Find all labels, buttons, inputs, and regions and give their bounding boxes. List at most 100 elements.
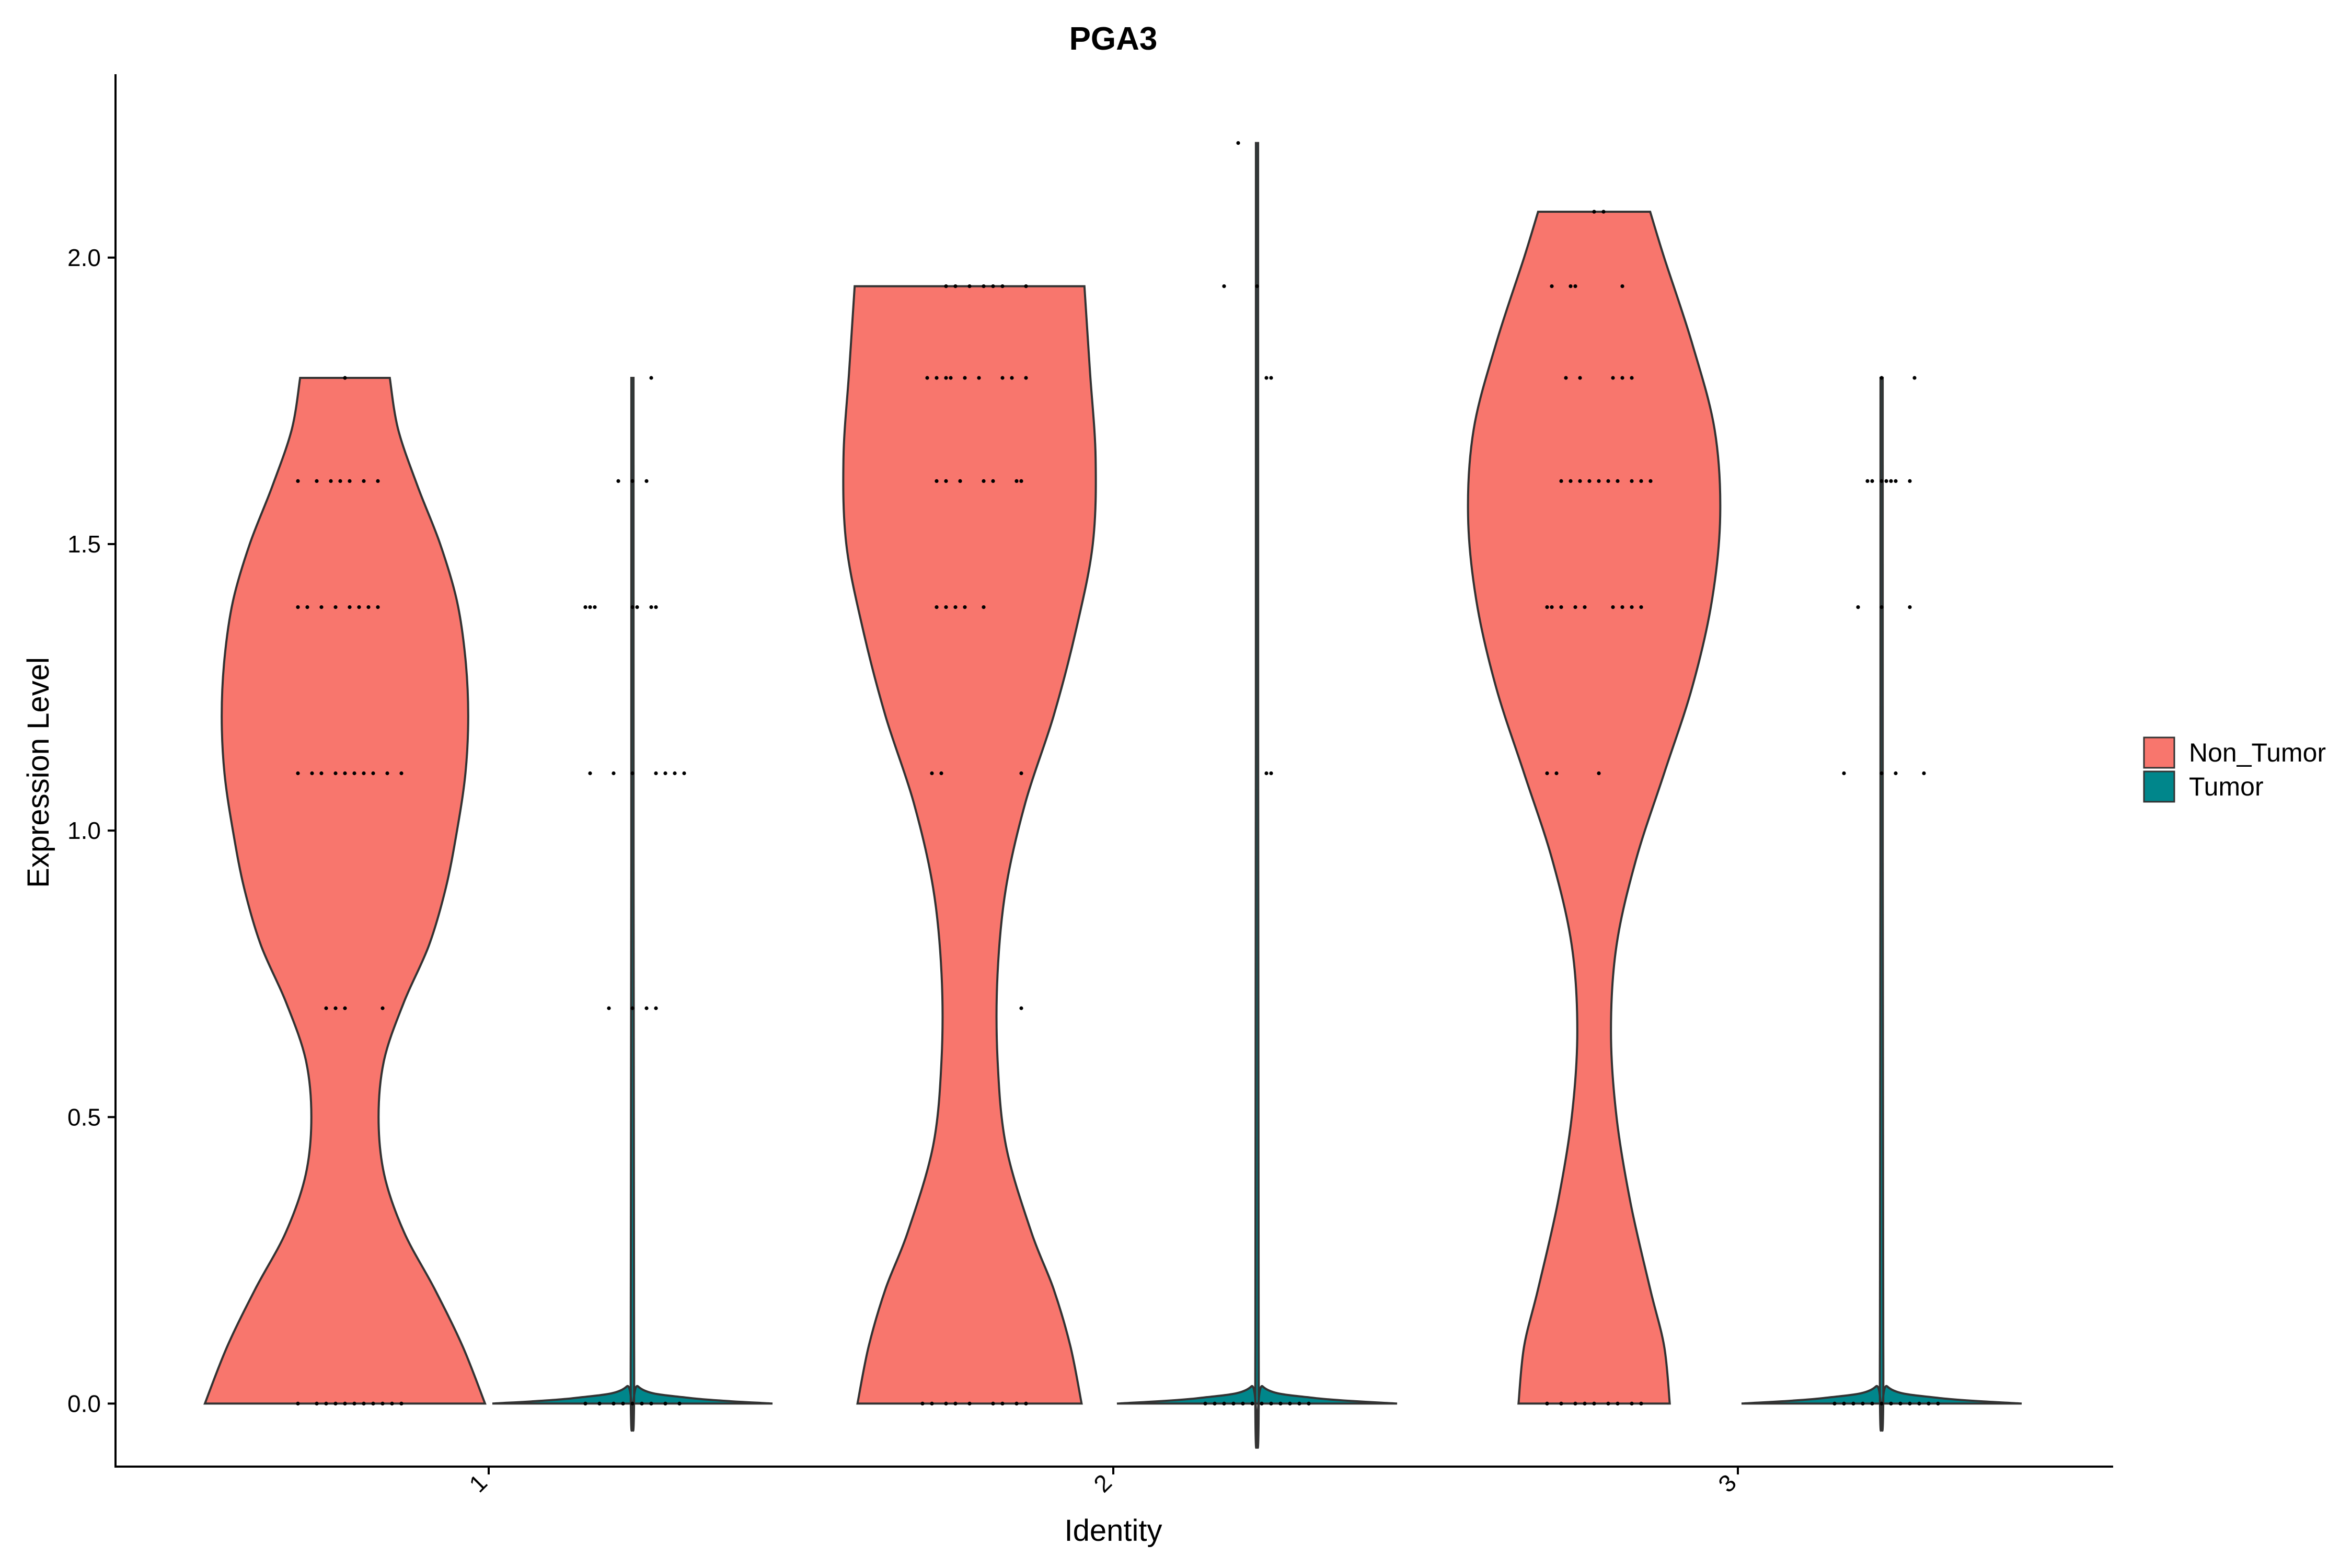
- point-2-non-tumor-19: [944, 479, 948, 483]
- point-3-non-tumor-26: [1606, 479, 1610, 483]
- point-1-non-tumor-35: [329, 479, 333, 483]
- point-3-tumor-11: [1936, 1401, 1940, 1405]
- point-3-non-tumor-4: [1592, 1401, 1596, 1405]
- legend-label-non-tumor: Non_Tumor: [2189, 738, 2326, 767]
- point-3-non-tumor-3: [1583, 1401, 1587, 1405]
- point-2-tumor-16: [1222, 284, 1226, 289]
- point-1-non-tumor-9: [390, 1401, 394, 1405]
- point-1-tumor-11: [644, 1006, 649, 1010]
- point-1-tumor-9: [607, 1006, 611, 1010]
- point-2-non-tumor-17: [982, 605, 986, 609]
- violin-1-non-tumor: [203, 377, 487, 1405]
- violin-3-non-tumor: [1467, 211, 1722, 1405]
- point-1-non-tumor-33: [296, 479, 300, 483]
- point-1-tumor-17: [663, 771, 667, 776]
- point-2-tumor-9: [1288, 1401, 1292, 1405]
- point-1-non-tumor-34: [315, 479, 319, 483]
- point-2-non-tumor-29: [963, 376, 967, 380]
- point-1-non-tumor-26: [305, 605, 309, 609]
- point-1-tumor-1: [597, 1401, 602, 1405]
- point-2-tumor-3: [1231, 1401, 1236, 1405]
- point-1-tumor-18: [673, 771, 677, 776]
- point-1-tumor-26: [654, 605, 658, 609]
- point-2-non-tumor-28: [949, 376, 953, 380]
- point-3-non-tumor-21: [1559, 479, 1563, 483]
- point-1-non-tumor-27: [319, 605, 324, 609]
- point-1-tumor-15: [630, 771, 635, 776]
- point-2-non-tumor-23: [1014, 479, 1019, 483]
- point-3-non-tumor-14: [1559, 605, 1563, 609]
- point-3-non-tumor-34: [1620, 376, 1624, 380]
- point-3-tumor-14: [1894, 771, 1898, 776]
- point-1-non-tumor-14: [381, 1006, 385, 1010]
- point-1-tumor-22: [593, 605, 597, 609]
- point-1-tumor-16: [654, 771, 658, 776]
- point-2-tumor-2: [1222, 1401, 1226, 1405]
- point-3-non-tumor-18: [1620, 605, 1624, 609]
- point-3-tumor-24: [1894, 479, 1898, 483]
- point-1-non-tumor-12: [333, 1006, 338, 1010]
- point-1-non-tumor-22: [371, 771, 375, 776]
- point-3-tumor-20: [1870, 479, 1874, 483]
- point-2-non-tumor-25: [925, 376, 929, 380]
- violin-2-non-tumor: [842, 285, 1097, 1405]
- x-axis-title: Identity: [1065, 1514, 1162, 1548]
- point-2-non-tumor-3: [953, 1401, 958, 1405]
- point-1-non-tumor-6: [362, 1401, 366, 1405]
- point-3-non-tumor-36: [1550, 284, 1554, 289]
- point-1-tumor-2: [612, 1401, 616, 1405]
- point-1-tumor-0: [583, 1401, 587, 1405]
- point-1-tumor-7: [663, 1401, 667, 1405]
- point-1-non-tumor-38: [362, 479, 366, 483]
- point-2-non-tumor-32: [1010, 376, 1014, 380]
- point-1-non-tumor-21: [362, 771, 366, 776]
- point-3-tumor-19: [1865, 479, 1870, 483]
- point-3-non-tumor-5: [1606, 1401, 1610, 1405]
- point-2-tumor-13: [1269, 771, 1273, 776]
- point-3-non-tumor-25: [1597, 479, 1601, 483]
- point-3-tumor-1: [1842, 1401, 1846, 1405]
- point-1-tumor-3: [621, 1401, 625, 1405]
- point-2-non-tumor-37: [982, 284, 986, 289]
- point-1-tumor-21: [588, 605, 592, 609]
- point-1-non-tumor-5: [352, 1401, 356, 1405]
- point-1-non-tumor-37: [348, 479, 352, 483]
- point-2-tumor-17: [1255, 284, 1259, 289]
- point-2-non-tumor-26: [935, 376, 939, 380]
- point-3-non-tumor-12: [1545, 605, 1549, 609]
- point-2-tumor-11: [1307, 1401, 1311, 1405]
- point-3-non-tumor-39: [1620, 284, 1624, 289]
- point-1-non-tumor-10: [399, 1401, 403, 1405]
- point-3-non-tumor-40: [1592, 210, 1596, 214]
- point-1-tumor-19: [682, 771, 686, 776]
- point-3-tumor-10: [1927, 1401, 1931, 1405]
- point-1-non-tumor-40: [343, 376, 347, 380]
- point-3-non-tumor-7: [1630, 1401, 1634, 1405]
- point-3-non-tumor-32: [1578, 376, 1582, 380]
- point-2-non-tumor-10: [930, 771, 934, 776]
- point-1-non-tumor-2: [324, 1401, 328, 1405]
- point-1-non-tumor-28: [333, 605, 338, 609]
- point-2-non-tumor-7: [1014, 1401, 1019, 1405]
- point-1-non-tumor-11: [324, 1006, 328, 1010]
- point-2-non-tumor-6: [1000, 1401, 1005, 1405]
- point-3-non-tumor-31: [1564, 376, 1568, 380]
- violin-1-tumor: [492, 377, 773, 1432]
- point-2-non-tumor-40: [1024, 284, 1028, 289]
- point-1-tumor-8: [677, 1401, 682, 1405]
- point-2-tumor-14: [1264, 376, 1269, 380]
- point-2-non-tumor-30: [977, 376, 981, 380]
- point-2-non-tumor-12: [1019, 771, 1023, 776]
- point-2-non-tumor-2: [944, 1401, 948, 1405]
- point-3-non-tumor-27: [1616, 479, 1620, 483]
- point-3-non-tumor-22: [1569, 479, 1573, 483]
- y-tick-label-0.5: 0.5: [67, 1103, 101, 1131]
- point-1-tumor-6: [649, 1401, 653, 1405]
- point-3-tumor-13: [1880, 771, 1884, 776]
- point-3-tumor-7: [1898, 1401, 1903, 1405]
- point-3-non-tumor-1: [1559, 1401, 1563, 1405]
- point-1-tumor-30: [649, 376, 653, 380]
- point-3-non-tumor-30: [1648, 479, 1653, 483]
- point-1-tumor-10: [630, 1006, 635, 1010]
- point-3-non-tumor-37: [1569, 284, 1573, 289]
